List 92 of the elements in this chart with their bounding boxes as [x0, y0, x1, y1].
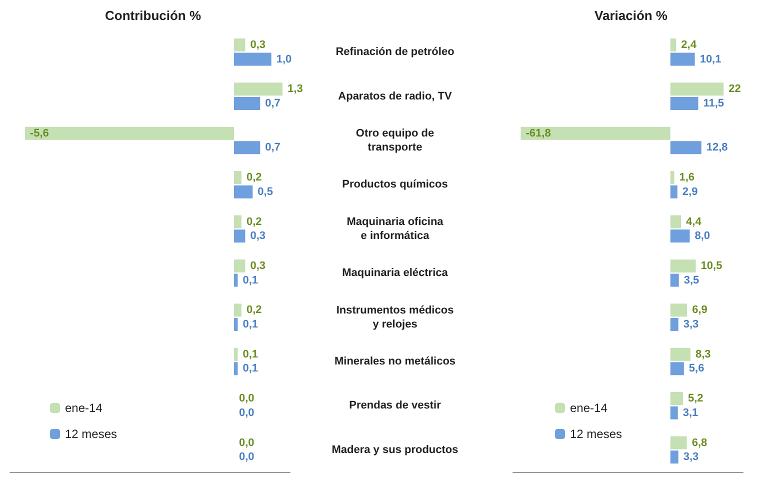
data-label: 22 [728, 83, 741, 96]
data-label: 0,2 [246, 216, 262, 228]
y-tick-label: Otro equipo de transporte [356, 128, 434, 154]
bar [234, 215, 242, 228]
bar [670, 141, 702, 154]
data-label: 12,8 [706, 142, 728, 154]
bar [670, 52, 695, 66]
bar [670, 185, 678, 198]
bar [234, 82, 283, 96]
bar [670, 436, 687, 450]
data-label: 1,6 [679, 172, 695, 184]
bar [234, 348, 238, 361]
y-tick-label: Refinación de petróleo [336, 46, 455, 58]
data-label: 0,0 [239, 406, 254, 419]
data-label: 0,3 [250, 260, 266, 272]
bar [234, 141, 260, 154]
bar [670, 82, 724, 96]
bar [234, 230, 246, 243]
bar [234, 304, 242, 317]
data-label: 2,9 [682, 186, 698, 198]
data-label: 0,2 [246, 172, 262, 184]
bar [670, 274, 679, 287]
y-tick-label: Instrumentos médicos y relojes [336, 304, 454, 330]
data-label: 0,7 [265, 142, 280, 154]
bar [234, 259, 246, 272]
data-label: 0,1 [242, 318, 258, 330]
data-label: 2,4 [681, 38, 698, 51]
bar [670, 362, 684, 376]
bar [670, 304, 688, 317]
bar [234, 38, 246, 52]
data-label: 0,0 [239, 451, 254, 464]
legend-label: ene-14 [570, 401, 608, 415]
y-tick-label: Productos químicos [342, 178, 448, 191]
y-tick-label: Aparatos de radio, TV [338, 90, 452, 102]
data-label: 0,0 [239, 436, 254, 449]
bar [670, 215, 682, 228]
data-label: 10,1 [700, 53, 722, 66]
bar [234, 171, 242, 184]
chart-title: Contribución % [105, 8, 202, 23]
data-label: 5,2 [688, 392, 704, 405]
bar [670, 38, 676, 52]
data-label: 8,0 [694, 230, 710, 242]
bar [670, 171, 674, 184]
bar [670, 318, 678, 331]
y-tick-label: Madera y sus productos [332, 444, 458, 456]
y-tick-label: Prendas de vestir [349, 400, 442, 412]
data-label: 10,5 [700, 260, 722, 272]
data-label: 0,1 [242, 274, 258, 286]
data-label: 0,7 [265, 97, 280, 110]
chart-title: Variación % [594, 8, 668, 23]
bar [670, 450, 678, 464]
bar [670, 348, 690, 361]
bar [670, 230, 690, 243]
bar [234, 52, 272, 66]
legend-label: 12 meses [65, 427, 118, 441]
y-tick-label: Maquinaria eléctrica [342, 267, 449, 280]
data-label: 0,5 [258, 186, 273, 198]
data-label: 3,1 [682, 406, 698, 419]
bar [234, 318, 238, 331]
bar [670, 406, 678, 420]
data-label: 0,2 [246, 304, 262, 316]
bar [234, 96, 260, 110]
data-label: 8,3 [695, 348, 711, 360]
bar [234, 362, 238, 376]
legend-label: 12 meses [570, 427, 622, 441]
data-label: 11,5 [703, 97, 724, 110]
data-label: 3,3 [683, 318, 699, 330]
data-label: 0,0 [239, 392, 254, 405]
data-label: 3,3 [683, 451, 699, 464]
bar [670, 259, 696, 272]
data-label: 6,9 [692, 304, 708, 316]
y-tick-label: Minerales no metálicos [334, 356, 456, 368]
legend-label: ene-14 [65, 401, 103, 415]
data-label: 0,1 [242, 348, 258, 360]
bar [670, 96, 698, 110]
bar [670, 392, 683, 406]
data-label: 1,0 [276, 53, 292, 66]
data-label: 0,3 [250, 38, 266, 51]
bar [520, 126, 670, 140]
data-label: 1,3 [288, 83, 303, 96]
data-label: 3,5 [684, 274, 700, 286]
bar [234, 185, 253, 198]
y-tick-label: Maquinaria oficina e informática [346, 216, 444, 242]
data-label: 0,1 [242, 362, 258, 375]
data-label: -5,6 [30, 127, 49, 140]
data-label: 4,4 [686, 216, 702, 228]
bar [234, 274, 238, 287]
data-label: -61,8 [526, 127, 551, 140]
data-label: 5,6 [688, 362, 704, 375]
bar [24, 126, 234, 140]
data-label: 0,3 [250, 230, 266, 242]
data-label: 6,8 [692, 436, 708, 449]
